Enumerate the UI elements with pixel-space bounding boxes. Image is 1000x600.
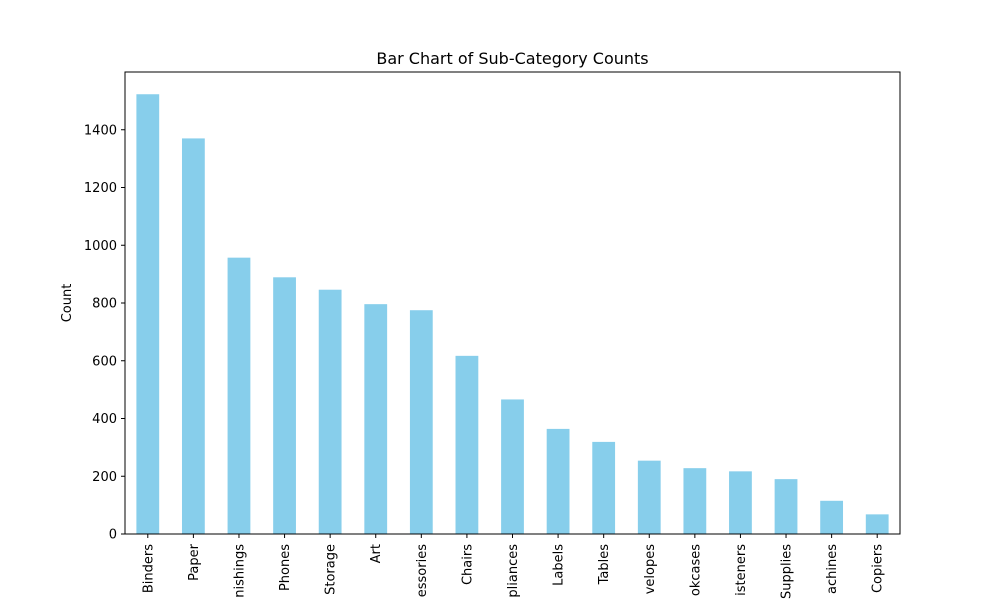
y-axis-label: Count xyxy=(60,284,75,323)
bars-group xyxy=(136,94,889,534)
bar-bookcases xyxy=(683,468,707,534)
bar-labels xyxy=(546,428,570,534)
bar-copiers xyxy=(865,514,889,534)
x-tick-label: Labels xyxy=(552,544,567,586)
x-tick-label: Storage xyxy=(324,544,339,595)
y-tick-label: 0 xyxy=(109,528,117,543)
y-tick-label: 200 xyxy=(92,470,117,485)
bar-appliances xyxy=(501,399,524,534)
x-tick-label: Phones xyxy=(278,544,293,591)
y-tick-label: 600 xyxy=(92,354,117,369)
x-tick-label: Copiers xyxy=(871,544,886,593)
bar-furnishings xyxy=(227,257,251,534)
bar-binders xyxy=(136,94,160,534)
y-axis: 0 200 400 600 800 1000 1200 1400 xyxy=(84,123,125,543)
bar-art xyxy=(364,304,388,534)
x-tick-label: Tables xyxy=(597,544,612,586)
bar-fasteners xyxy=(729,471,752,534)
x-tick-label: velopes xyxy=(643,544,658,595)
x-tick-label: Supplies xyxy=(780,544,795,599)
x-tick-label: Binders xyxy=(141,544,156,593)
y-tick-label: 800 xyxy=(92,297,117,312)
y-tick-label: 400 xyxy=(92,412,117,427)
bar-machines xyxy=(820,500,844,534)
x-tick-label: essories xyxy=(415,544,430,597)
plot-frame xyxy=(124,71,901,535)
y-tick-label: 1000 xyxy=(84,239,117,254)
x-tick-label: pliances xyxy=(506,544,521,598)
bar-paper xyxy=(181,138,205,534)
bar-tables xyxy=(592,441,616,534)
chart-title: Bar Chart of Sub-Category Counts xyxy=(376,49,648,68)
x-tick-label: Chairs xyxy=(460,544,475,585)
x-tick-label: Art xyxy=(369,544,384,563)
bar-storage xyxy=(318,289,342,534)
x-tick-label: achines xyxy=(825,544,840,594)
y-tick-label: 1400 xyxy=(84,123,117,138)
bar-accessories xyxy=(409,310,433,534)
x-tick-label: isteners xyxy=(734,544,749,596)
x-tick-label: nishings xyxy=(232,544,247,598)
bar-chairs xyxy=(455,355,479,534)
y-tick-label: 1200 xyxy=(84,181,117,196)
x-tick-label: Paper xyxy=(187,543,202,580)
bar-phones xyxy=(273,277,296,534)
bar-envelopes xyxy=(637,460,661,534)
bar-supplies xyxy=(774,479,798,534)
x-tick-label: okcases xyxy=(688,544,703,596)
x-axis: Binders Paper nishings Phones Storage Art esso… xyxy=(141,534,886,599)
